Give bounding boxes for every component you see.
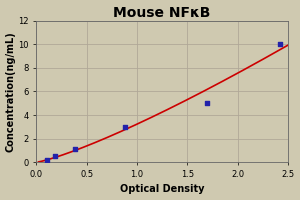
X-axis label: Optical Density: Optical Density [120,184,204,194]
Point [52,155,57,158]
Point [72,148,77,151]
Point [205,102,210,105]
Point [44,159,49,162]
Point [278,43,282,46]
Point [123,125,128,128]
Title: Mouse NFκB: Mouse NFκB [113,6,211,20]
Y-axis label: Concentration(ng/mL): Concentration(ng/mL) [6,31,16,152]
